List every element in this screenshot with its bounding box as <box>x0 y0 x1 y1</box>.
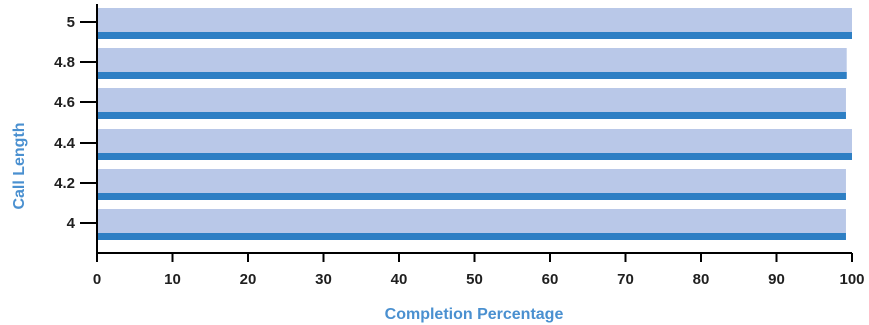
x-tick-label: 0 <box>93 271 101 288</box>
x-tick-label: 20 <box>240 271 257 288</box>
bar-4-2 <box>97 193 846 200</box>
bar-4-4 <box>97 153 852 160</box>
x-tick-label: 60 <box>542 271 559 288</box>
y-tick-label: 4.4 <box>54 135 76 152</box>
x-tick-label: 100 <box>839 271 864 288</box>
x-tick-label: 40 <box>391 271 408 288</box>
y-tick-label: 5 <box>67 14 75 31</box>
bar-4 <box>97 233 846 240</box>
x-tick-label: 50 <box>466 271 483 288</box>
bar-4-6 <box>97 112 846 119</box>
y-ticks: 4 4.2 4.4 4.6 4.8 5 <box>54 14 97 232</box>
y-tick-label: 4 <box>67 215 76 232</box>
x-tick-label: 30 <box>315 271 332 288</box>
x-tick-label: 80 <box>693 271 710 288</box>
y-axis-title: Call Length <box>11 122 28 209</box>
x-ticks: 0 10 20 30 40 50 60 70 80 90 100 <box>93 253 865 288</box>
x-axis-title: Completion Percentage <box>385 306 564 323</box>
bar-5 <box>97 32 852 39</box>
x-tick-label: 70 <box>617 271 634 288</box>
x-tick-label: 90 <box>768 271 785 288</box>
y-tick-label: 4.6 <box>54 94 75 111</box>
y-tick-label: 4.8 <box>54 54 75 71</box>
bars-layer <box>97 8 852 240</box>
x-tick-label: 10 <box>164 271 181 288</box>
bar-4-8 <box>97 72 847 79</box>
y-tick-label: 4.2 <box>54 175 75 192</box>
